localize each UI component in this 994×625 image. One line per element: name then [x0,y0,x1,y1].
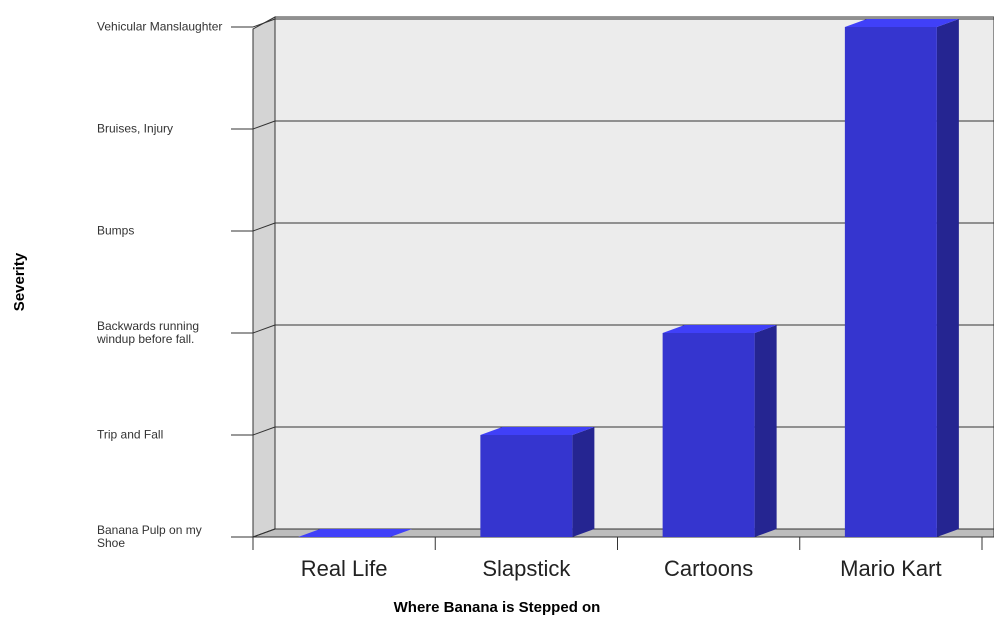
grid-line-side [252,120,276,130]
bar-top [844,19,959,27]
y-tick-label: Bumps [97,223,135,238]
bar [844,27,937,537]
bar-top [298,529,413,537]
y-tick-label: Backwards running windup before fall. [97,319,200,346]
bar-side [936,19,959,537]
x-axis-label: Where Banana is Stepped on [394,599,601,616]
x-tick-label: Real Life [301,556,388,581]
grid-line-side [252,222,276,232]
x-tick-label: Mario Kart [840,556,941,581]
side-wall [252,16,276,538]
bar-top [662,325,777,333]
bar [480,435,573,537]
grid-line-side [252,426,276,436]
bar [662,333,755,537]
y-tick-label: Bruises, Injury [97,121,174,136]
y-tick-label: Vehicular Manslaughter [97,19,223,34]
x-tick-label: Cartoons [664,556,753,581]
y-axis-label: Severity [11,252,28,311]
grid-line-side [252,528,276,538]
bar-side [754,325,777,537]
grid-line-side [252,18,276,28]
bar-side [572,427,595,537]
x-tick-label: Slapstick [482,556,571,581]
plot: Real Life Slapstick Cartoons Mario Kart [231,16,994,581]
grid-line-side [252,324,276,334]
y-tick-label: Trip and Fall [97,427,164,442]
y-tick-label: Banana Pulp on my Shoe [97,523,202,550]
bar-top [480,427,595,435]
